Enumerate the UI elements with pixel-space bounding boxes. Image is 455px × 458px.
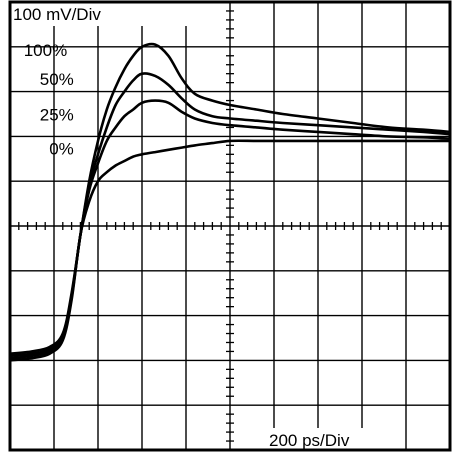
graticule	[10, 2, 450, 450]
series-label-50-percent: 50%	[40, 70, 74, 89]
series-label-100-percent: 100%	[24, 41, 67, 60]
vertical-scale-backdrop	[10, 2, 210, 26]
horizontal-scale-backdrop	[266, 428, 396, 450]
series-label-25-percent: 25%	[40, 106, 74, 125]
series-labels: 100% 50% 25% 0%	[24, 41, 74, 159]
vertical-scale-label: 100 mV/Div	[13, 5, 101, 24]
series-label-0-percent: 0%	[49, 139, 74, 158]
horizontal-scale-label: 200 ps/Div	[269, 431, 350, 450]
plot-frame	[8, 0, 452, 452]
trace-0-percent	[8, 139, 452, 362]
waveform-traces	[8, 42, 452, 362]
